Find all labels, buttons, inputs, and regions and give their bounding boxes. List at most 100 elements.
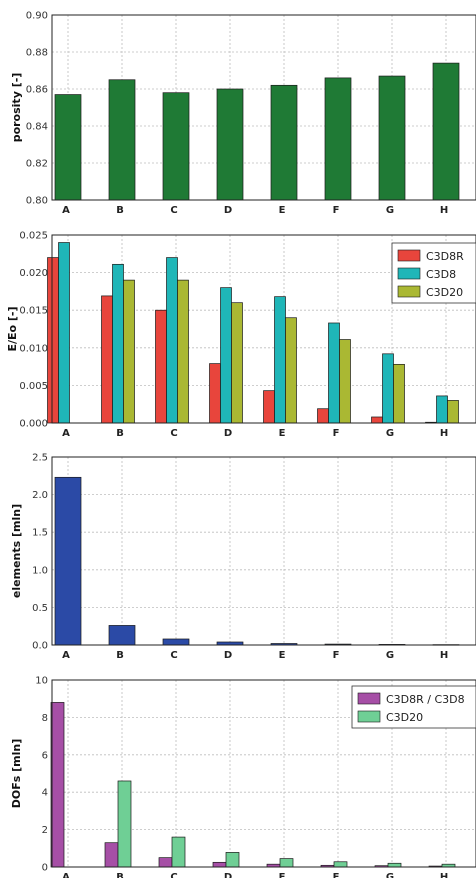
bar-c3d8r-e xyxy=(263,390,275,424)
bar-c3d20-e xyxy=(279,858,294,868)
legend-label: C3D20 xyxy=(386,711,423,724)
legend-label: C3D8R / C3D8 xyxy=(386,693,465,706)
bar-c3d8r-c3d8-a xyxy=(50,702,65,868)
bar-c3d8r-c3d8-d xyxy=(212,861,227,868)
bar-c3d8r-g xyxy=(371,416,383,424)
bar-c3d20-g xyxy=(387,862,402,868)
y-tick-label: 0.90 xyxy=(26,11,48,22)
x-tick-label: A xyxy=(62,650,70,661)
y-tick-label: 2.0 xyxy=(32,490,48,501)
x-tick-label: E xyxy=(279,872,286,878)
x-tick-label: C xyxy=(170,872,177,878)
x-tick-label: B xyxy=(116,205,124,216)
y-axis-label: E/Eo [-] xyxy=(6,306,19,351)
x-tick-label: F xyxy=(333,872,340,878)
x-tick-label: A xyxy=(62,428,70,439)
y-tick-label: 0.80 xyxy=(26,196,48,207)
bar-c3d20-g xyxy=(393,363,405,424)
legend-swatch xyxy=(357,692,381,705)
y-tick-label: 0.0 xyxy=(32,641,48,652)
bar-c3d8-h xyxy=(436,395,448,424)
bar-value-e xyxy=(270,84,298,201)
legend-swatch xyxy=(397,249,421,262)
y-tick-label: 0.84 xyxy=(26,122,48,133)
x-tick-label: F xyxy=(333,428,340,439)
y-tick-label: 6 xyxy=(42,750,48,761)
bar-value-c xyxy=(162,92,190,201)
bar-c3d20-f xyxy=(339,339,351,424)
x-tick-label: E xyxy=(279,205,286,216)
y-tick-label: 0.000 xyxy=(19,419,48,430)
x-tick-label: B xyxy=(116,428,124,439)
bar-c3d8-e xyxy=(274,296,286,424)
y-tick-label: 2 xyxy=(42,825,48,836)
y-tick-label: 2.5 xyxy=(32,453,48,464)
y-axis-label: porosity [-] xyxy=(10,73,23,143)
y-tick-label: 0.020 xyxy=(19,268,48,279)
plot-frame xyxy=(51,456,476,646)
y-axis-label: DOFs [mln] xyxy=(10,739,23,809)
y-tick-label: 0.86 xyxy=(26,85,48,96)
x-tick-label: H xyxy=(440,872,448,878)
bar-value-h xyxy=(432,62,460,201)
x-tick-label: B xyxy=(116,872,124,878)
plot-frame xyxy=(51,679,476,868)
legend-label: C3D20 xyxy=(426,286,463,299)
x-tick-label: G xyxy=(386,650,394,661)
bar-c3d8-a xyxy=(58,242,70,424)
x-tick-label: H xyxy=(440,650,448,661)
bar-value-a xyxy=(54,476,82,646)
bar-c3d20-h xyxy=(447,400,459,424)
x-tick-label: F xyxy=(333,650,340,661)
bar-c3d8r-c3d8-c xyxy=(158,857,173,868)
legend: C3D8R / C3D8 C3D20 xyxy=(351,685,476,729)
bar-value-a xyxy=(54,94,82,201)
stiffness-ratio-chart: 0.000 0.005 0.010 0.015 0.020 0.025 A B C D E F G H E/… xyxy=(6,231,476,439)
x-tick-label: C xyxy=(170,205,177,216)
bar-value-b xyxy=(108,625,136,646)
bar-value-c xyxy=(162,638,190,646)
y-tick-label: 0.010 xyxy=(19,343,48,354)
bar-c3d8-b xyxy=(112,263,124,424)
y-tick-label: 0.005 xyxy=(19,381,48,392)
y-tick-label: 1.5 xyxy=(32,528,48,539)
bar-c3d8-d xyxy=(220,287,232,424)
x-tick-label: D xyxy=(224,428,232,439)
x-tick-label: D xyxy=(224,650,232,661)
x-tick-label: D xyxy=(224,872,232,878)
y-tick-label: 0 xyxy=(42,863,48,874)
y-tick-label: 1.0 xyxy=(32,565,48,576)
bar-c3d20-c xyxy=(177,279,189,424)
bar-c3d8-g xyxy=(382,353,394,424)
bar-c3d8r-a xyxy=(47,257,59,424)
x-tick-label: A xyxy=(62,205,70,216)
legend-swatch xyxy=(357,710,381,723)
y-tick-label: 0.015 xyxy=(19,306,48,317)
x-tick-label: G xyxy=(386,428,394,439)
bar-c3d8r-c3d8-b xyxy=(104,842,119,868)
bar-c3d20-e xyxy=(285,317,297,424)
bar-value-g xyxy=(378,75,406,201)
x-tick-label: G xyxy=(386,872,394,878)
y-tick-label: 4 xyxy=(42,788,48,799)
bar-value-b xyxy=(108,79,136,201)
x-tick-label: E xyxy=(279,428,286,439)
bar-c3d20-c xyxy=(171,836,186,868)
bar-c3d8r-c xyxy=(155,309,167,424)
x-tick-label: H xyxy=(440,428,448,439)
x-tick-label: H xyxy=(440,205,448,216)
bar-value-d xyxy=(216,88,244,201)
y-axis-label: elements [mln] xyxy=(10,504,23,598)
bar-c3d20-d xyxy=(225,852,240,868)
y-tick-label: 0.88 xyxy=(26,48,48,59)
bar-c3d8r-b xyxy=(101,295,113,424)
x-tick-label: G xyxy=(386,205,394,216)
legend-swatch xyxy=(397,285,421,298)
bar-c3d8-f xyxy=(328,322,340,424)
legend-swatch xyxy=(397,267,421,280)
bar-c3d20-d xyxy=(231,302,243,424)
porosity-chart: 0.80 0.82 0.84 0.86 0.88 0.90 A B C D E F G Hporosity… xyxy=(10,11,476,216)
bar-c3d20-f xyxy=(333,861,348,868)
